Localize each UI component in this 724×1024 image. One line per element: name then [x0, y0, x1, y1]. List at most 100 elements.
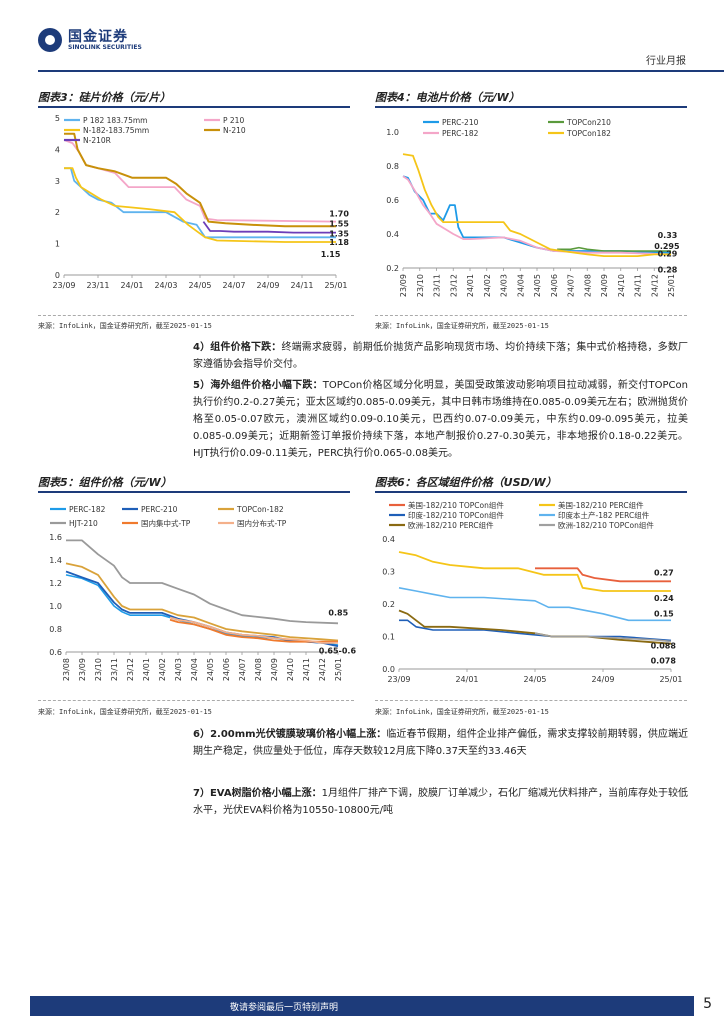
fig5-legend-label: PERC-182	[69, 505, 106, 514]
fig4-data-label: 0.29	[658, 250, 678, 259]
fig5-legend-label: 国内分布式-TP	[237, 518, 287, 528]
fig5-x-tick-label: 24/05	[206, 658, 215, 681]
fig5-x-tick-label: 24/12	[318, 658, 327, 681]
paragraph-7: 7）EVA树脂价格小幅上涨：1月组件厂排产下调，胶膜厂订单减少，石化厂缩减光伏料…	[193, 785, 688, 819]
header-divider	[38, 70, 724, 72]
fig6-title-rule	[375, 491, 687, 493]
fig3-y-tick-label: 1	[55, 240, 60, 249]
fig4-y-tick-label: 1.0	[386, 128, 399, 137]
fig4-x-tick-label: 24/06	[550, 274, 559, 297]
fig4-x-tick-label: 23/12	[449, 274, 458, 297]
fig3-legend-label: N-210R	[83, 136, 111, 145]
fig3-y-tick-label: 2	[55, 208, 60, 217]
fig4-x-tick-label: 24/08	[583, 274, 592, 297]
fig6-legend-label: 欧洲-182/210 TOPCon组件	[558, 520, 654, 530]
fig6-x-tick-label: 24/09	[591, 675, 614, 684]
fig3-legend-label: N-182-183.75mm	[83, 126, 149, 135]
fig4-series-line	[402, 153, 671, 257]
fig5-y-tick-label: 0.8	[49, 625, 62, 634]
fig6-x-tick-label: 23/09	[387, 675, 410, 684]
fig6-data-label: 0.24	[654, 594, 674, 603]
fig3-y-tick-label: 0	[55, 271, 60, 280]
fig4-x-tick-label: 24/10	[617, 274, 626, 297]
fig5-x-tick-label: 23/12	[126, 658, 135, 681]
fig4-x-tick-label: 24/11	[634, 274, 643, 297]
fig4-legend-label: TOPCon210	[566, 118, 611, 127]
fig3-x-tick-label: 25/01	[324, 281, 347, 290]
fig4-x-tick-label: 23/11	[433, 274, 442, 297]
fig6-source: 来源：InfoLink，国金证券研究所，截至2025-01-15	[375, 708, 549, 716]
fig3-title: 图表3：硅片价格（元/片）	[38, 91, 171, 104]
fig3-source: 来源：InfoLink，国金证券研究所，截至2025-01-15	[38, 322, 212, 330]
fig6-y-tick-label: 0.3	[382, 568, 395, 577]
fig5-title-rule	[38, 491, 350, 493]
fig3-x-tick-label: 24/09	[256, 281, 279, 290]
paragraph-5-body: TOPCon价格区域分化明显，美国受政策波动影响项目拉动减弱，新交付TOPCon…	[193, 380, 688, 459]
fig4-source-rule	[375, 315, 687, 316]
fig4-y-tick-label: 0.4	[386, 230, 399, 239]
fig5-y-tick-label: 1.0	[49, 602, 62, 611]
fig3-data-label: 1.18	[329, 238, 349, 247]
fig6-y-tick-label: 0.0	[382, 665, 395, 674]
fig6-series-line	[398, 551, 671, 592]
fig3-x-tick-label: 24/03	[154, 281, 177, 290]
fig5-x-tick-label: 23/10	[94, 658, 103, 681]
fig5-legend-label: TOPCon-182	[236, 505, 284, 514]
fig5-y-tick-label: 1.4	[49, 556, 62, 565]
fig6-x-tick-label: 24/01	[455, 675, 478, 684]
fig6-legend-label: 印度本土产-182 PERC组件	[558, 510, 650, 520]
fig4-legend-label: TOPCon182	[566, 129, 611, 138]
fig5-x-tick-label: 24/03	[174, 658, 183, 681]
fig3-series-line	[64, 132, 336, 228]
fig3-data-label: 1.35	[329, 230, 349, 239]
fig6-series-line	[399, 619, 672, 642]
fig4-chart: 0.2 0.4 0.6 0.8 1.0 23/09 23/10 23/11 23/12 24/01…	[386, 118, 680, 297]
fig6-legend-label: 欧洲-182/210 PERC组件	[408, 520, 494, 530]
paragraph-4-body: 终端需求疲弱，前期低价抛货产品影响现货市场、均价持续下落；集中式价格持稳，多数厂…	[193, 342, 688, 370]
fig4-data-label: 0.33	[658, 231, 678, 240]
fig3-series-line	[63, 139, 337, 223]
fig4-x-tick-label: 24/02	[483, 274, 492, 297]
paragraph-6-head: 6）2.00mm光伏镀膜玻璃价格小幅上涨：	[193, 729, 387, 740]
page-number: 5	[703, 996, 712, 1012]
fig3-chart: 0 1 2 3 4 5 23/09 23/11 24/01 24/03 24/05 24/07 24/0…	[52, 114, 349, 290]
fig4-x-tick-label: 25/01	[667, 274, 676, 297]
fig6-series-line	[534, 632, 672, 643]
fig5-x-tick-label: 24/06	[222, 658, 231, 681]
fig4-x-tick-label: 23/09	[399, 274, 408, 297]
fig6-legend-label: 印度-182/210 TOPCon组件	[408, 510, 504, 520]
fig4-x-tick-label: 23/10	[416, 274, 425, 297]
fig4-series-line	[557, 246, 671, 252]
fig5-chart: 0.6 0.8 1.0 1.2 1.4 1.6 23/08 23/09 23/10 23/11 23…	[49, 505, 356, 681]
fig3-series-line	[64, 167, 336, 243]
paragraph-4: 4）组件价格下跌：终端需求疲弱，前期低价抛货产品影响现货市场、均价持续下落；集中…	[193, 339, 688, 373]
fig5-x-tick-label: 23/09	[78, 658, 87, 681]
brand-logo: 国金证券 SINOLINK SECURITIES	[38, 26, 178, 56]
fig5-series-line	[65, 562, 339, 642]
fig5-x-tick-label: 24/08	[254, 658, 263, 681]
fig6-series-line	[535, 567, 671, 583]
fig3-series-line	[64, 167, 336, 239]
fig5-x-tick-label: 23/11	[110, 658, 119, 681]
fig4-source: 来源：InfoLink，国金证券研究所，截至2025-01-15	[375, 322, 549, 330]
fig5-data-label: 0.65-0.69	[319, 647, 356, 656]
fig5-legend-label: PERC-210	[141, 505, 178, 514]
paragraph-4-head: 4）组件价格下跌：	[193, 342, 282, 353]
fig5-source-rule	[38, 700, 354, 701]
fig5-x-tick-label: 25/01	[334, 658, 343, 681]
fig5-series-line	[66, 539, 339, 625]
fig4-x-tick-label: 24/07	[567, 274, 576, 297]
logo-mark-icon	[38, 28, 62, 52]
fig4-data-label: 0.295	[654, 242, 680, 251]
fig3-x-tick-label: 24/07	[222, 281, 245, 290]
fig5-x-tick-label: 24/10	[286, 658, 295, 681]
fig6-data-label: 0.088	[651, 641, 677, 650]
fig3-legend-label: N-210	[223, 126, 246, 135]
fig3-legend-label: P 210	[223, 116, 244, 125]
fig3-x-tick-label: 24/01	[120, 281, 143, 290]
fig4-title: 图表4：电池片价格（元/W）	[375, 91, 520, 104]
fig5-y-tick-label: 0.6	[49, 648, 62, 657]
fig5-x-tick-label: 24/02	[158, 658, 167, 681]
fig3-source-rule	[38, 315, 354, 316]
logo-text-cn: 国金证券	[68, 29, 128, 45]
